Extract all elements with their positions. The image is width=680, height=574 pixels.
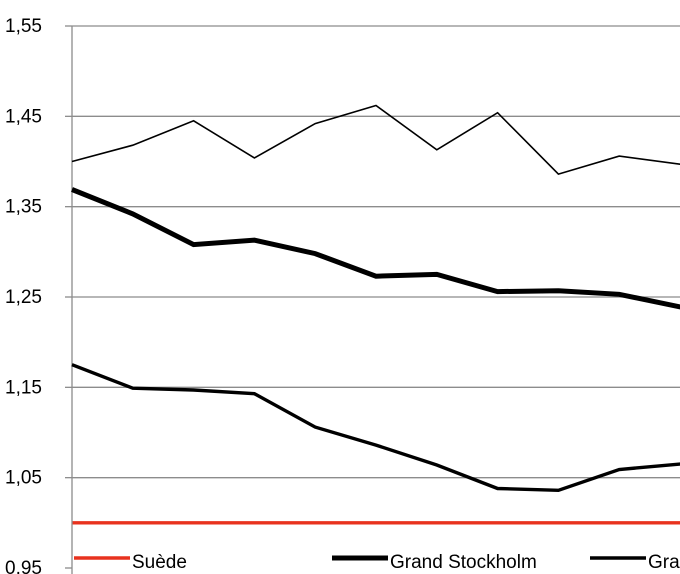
series-line (71, 363, 680, 493)
gridlines (72, 25, 680, 479)
y-tick-label: 1,35 (5, 197, 42, 218)
y-tick-label: 1,55 (5, 16, 42, 37)
series-line (71, 187, 680, 310)
legend: Suède Grand Stockholm Gra (74, 552, 680, 573)
legend-label: Suède (132, 552, 187, 573)
series-layer (71, 104, 680, 493)
axes: 0,95 1,05 1,15 1,25 1,35 1,45 1,55 (5, 16, 73, 574)
y-tick-label: 1,25 (5, 287, 42, 308)
series-line (71, 104, 680, 176)
y-tick-label: 1,45 (5, 106, 42, 127)
y-tick-label: 0,95 (5, 558, 42, 574)
y-tick-label: 1,05 (5, 468, 42, 489)
legend-label: Gra (648, 552, 680, 573)
legend-label: Grand Stockholm (390, 552, 537, 573)
y-tick-label: 1,15 (5, 377, 42, 398)
